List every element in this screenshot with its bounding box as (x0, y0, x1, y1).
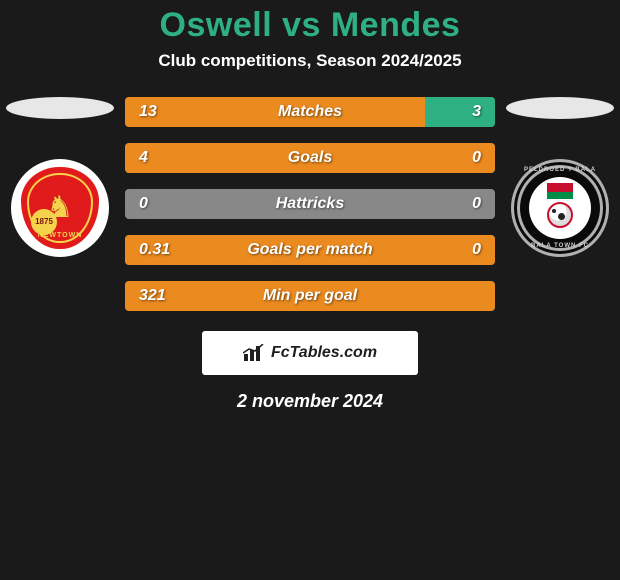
player2-shadow (506, 97, 614, 119)
stat-label: Min per goal (125, 287, 495, 305)
stat-bar: 13Matches3 (125, 97, 495, 127)
player2-column: PELDROED Y BALA BALA TOWN FC (500, 97, 620, 257)
brand-pill[interactable]: FcTables.com (202, 331, 418, 375)
shield-icon: ♞ 1875 NEWTOWN (21, 167, 99, 249)
stat-bar: 4Goals0 (125, 143, 495, 173)
stat-label: Goals (125, 149, 495, 167)
stat-value-right: 0 (458, 241, 495, 259)
stat-bar: 0.31Goals per match0 (125, 235, 495, 265)
player1-crest: ♞ 1875 NEWTOWN (11, 159, 109, 257)
crest-ring-top: PELDROED Y BALA (524, 167, 596, 173)
stat-bar: 0Hattricks0 (125, 189, 495, 219)
stat-label: Matches (125, 103, 495, 121)
player1-column: ♞ 1875 NEWTOWN (0, 97, 120, 257)
stat-bar: 321Min per goal (125, 281, 495, 311)
comparison-card: Oswell vs Mendes Club competitions, Seas… (0, 0, 620, 450)
player2-crest: PELDROED Y BALA BALA TOWN FC (511, 159, 609, 257)
player1-shadow (6, 97, 114, 119)
crest-ring-bot: BALA TOWN FC (531, 243, 589, 249)
crest-year: 1875 (31, 209, 57, 235)
stat-label: Hattricks (125, 195, 495, 213)
body-area: ♞ 1875 NEWTOWN PELDROED Y BALA BALA TOWN… (0, 97, 620, 412)
crest-name-left: NEWTOWN (38, 232, 83, 239)
crest-inner (529, 177, 591, 239)
flag-icon (547, 183, 573, 199)
stat-value-right: 3 (458, 103, 495, 121)
page-title: Oswell vs Mendes (0, 6, 620, 45)
stat-value-right: 0 (458, 195, 495, 213)
date-text: 2 november 2024 (0, 391, 620, 412)
ball-icon (547, 202, 573, 228)
stat-value-right: 0 (458, 149, 495, 167)
stat-label: Goals per match (125, 241, 495, 259)
stat-bars: 13Matches34Goals00Hattricks00.31Goals pe… (125, 97, 495, 311)
brand-text: FcTables.com (271, 344, 377, 362)
griffin-icon: ♞ (47, 190, 74, 225)
brand-chart-icon (243, 344, 265, 362)
subtitle: Club competitions, Season 2024/2025 (0, 51, 620, 71)
